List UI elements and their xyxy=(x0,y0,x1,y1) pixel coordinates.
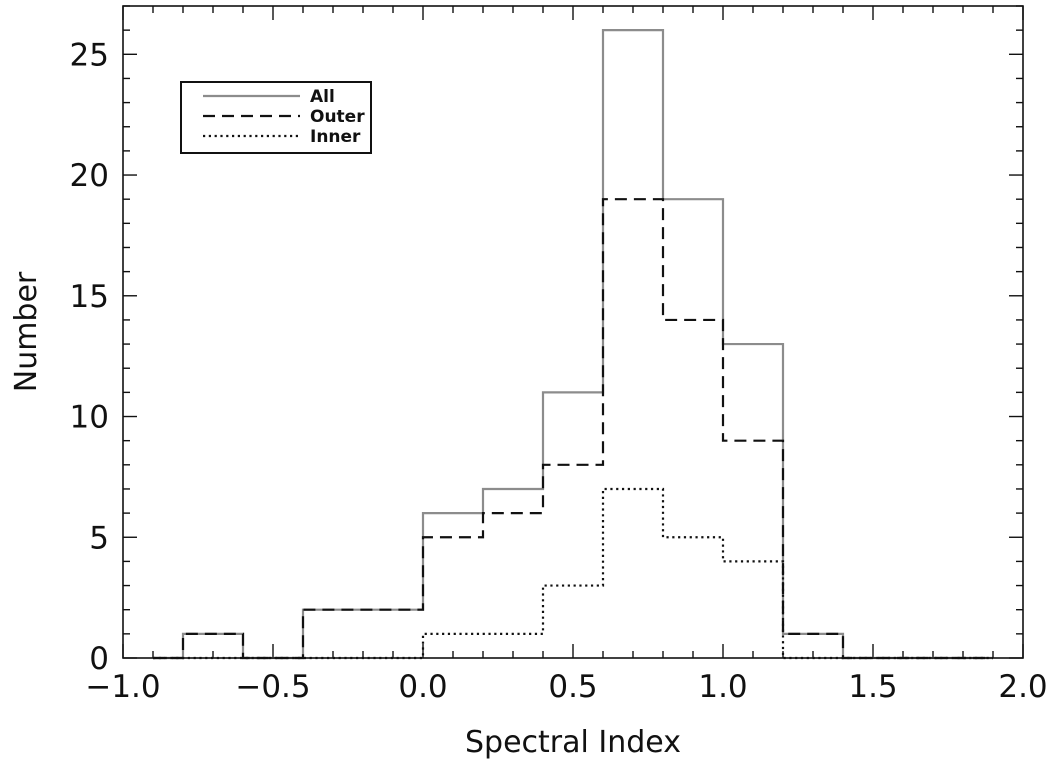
y-tick-label: 25 xyxy=(70,37,109,73)
x-tick-label: 2.0 xyxy=(998,669,1047,705)
legend-box xyxy=(180,81,372,154)
x-axis-title: Spectral Index xyxy=(465,725,681,760)
y-tick-label: 5 xyxy=(89,520,109,556)
y-tick-label: 20 xyxy=(70,158,109,194)
x-tick-label: 1.0 xyxy=(698,669,747,705)
x-tick-label: 1.5 xyxy=(848,669,897,705)
y-tick-label: 15 xyxy=(70,279,109,315)
y-tick-label: 0 xyxy=(89,641,109,677)
histogram-line-inner xyxy=(153,487,993,660)
legend-label-outer: Outer xyxy=(310,107,365,127)
y-axis-title: Number xyxy=(9,271,44,392)
x-tick-label: 0.5 xyxy=(548,669,597,705)
histogram-line-outer xyxy=(153,198,993,660)
x-tick-label: 0.0 xyxy=(398,669,447,705)
plot-frame xyxy=(122,5,1024,659)
x-tick-label: −1.0 xyxy=(85,669,160,705)
x-tick-label: −0.5 xyxy=(235,669,310,705)
y-tick-label: 10 xyxy=(70,400,109,436)
tick-labels: −1.0 −0.5 0.0 0.5 1.0 1.5 2.0 0 5 10 15 20 25 xyxy=(70,37,1048,705)
legend-label-all: All xyxy=(310,87,335,107)
legend: All Outer Inner xyxy=(180,81,372,154)
legend-label-inner: Inner xyxy=(310,127,361,147)
